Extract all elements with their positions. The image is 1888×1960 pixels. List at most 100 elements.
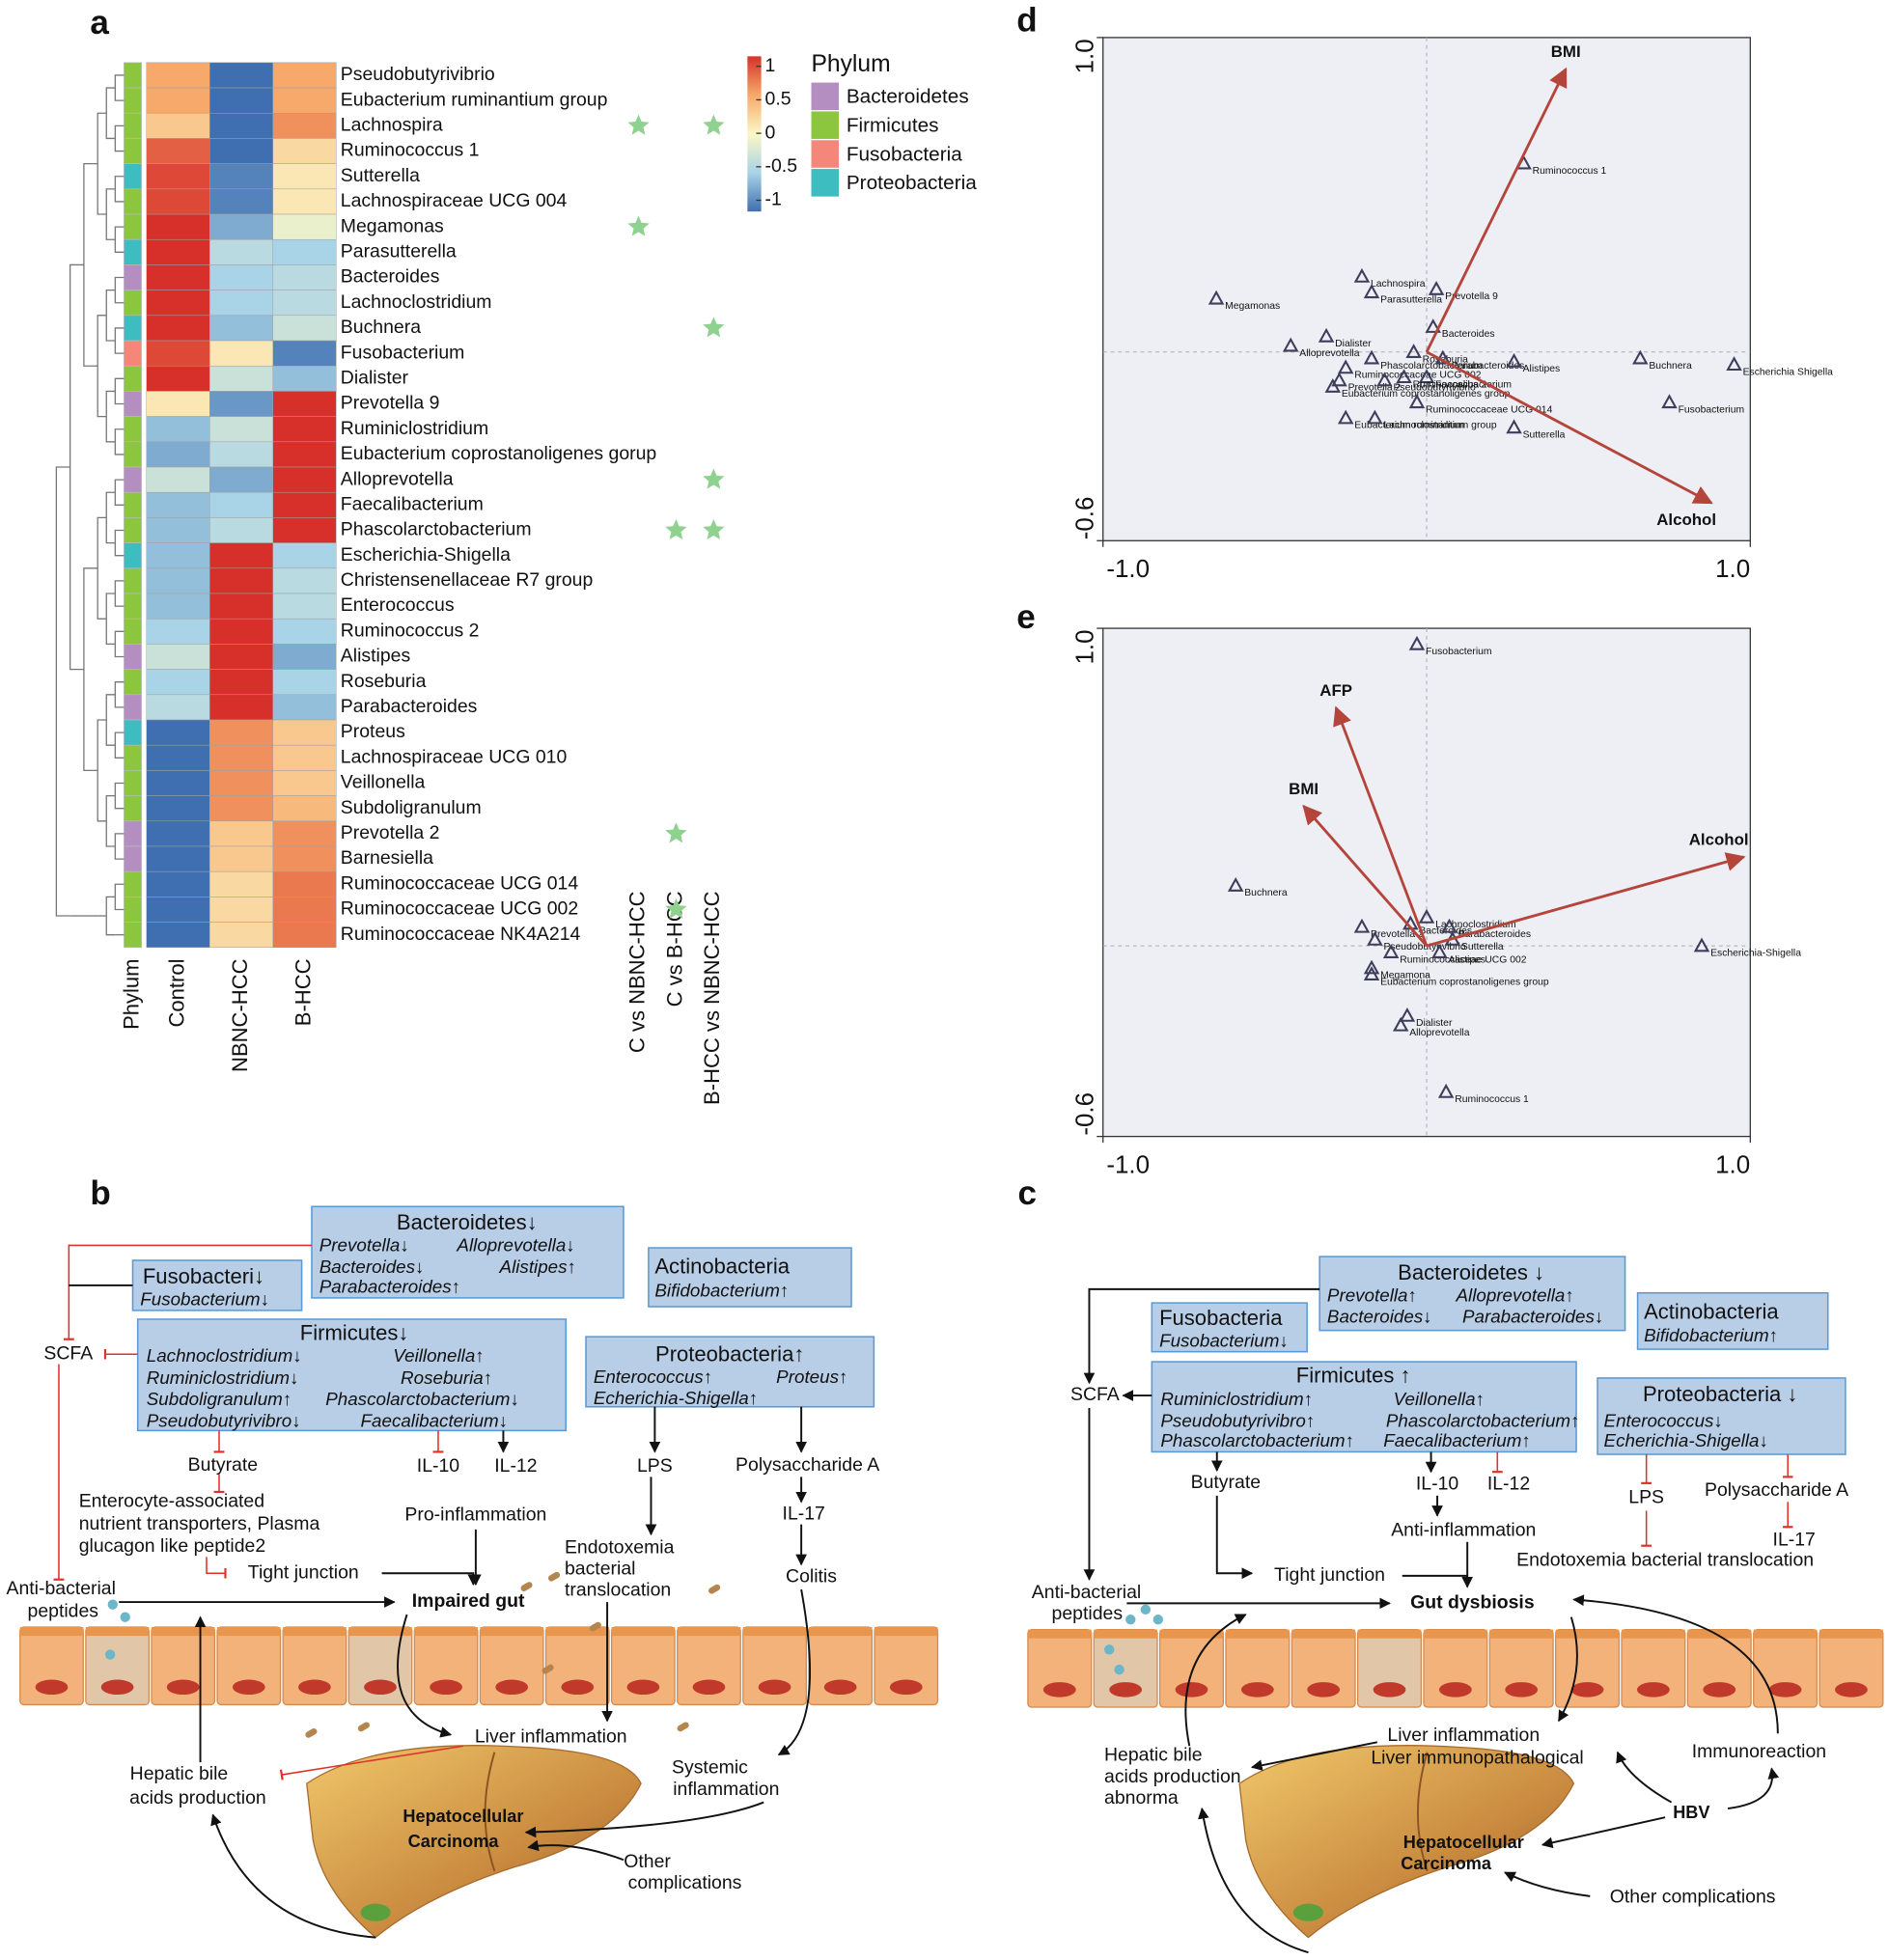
heatmap-cell [209, 365, 274, 392]
arrow [279, 1745, 464, 1781]
point-label: Faecalibacterium [1435, 379, 1512, 390]
brush-border [480, 1627, 543, 1637]
brush-border [1555, 1629, 1620, 1639]
heatmap-cell [146, 188, 210, 215]
diagram-text: Immunoreaction [1692, 1741, 1826, 1762]
diagram-text: Hepatocellular [403, 1807, 523, 1826]
row-label: Alloprevotella [341, 468, 454, 489]
bacterium [305, 1727, 318, 1738]
bacterium [520, 1582, 533, 1591]
peptide-dot [1104, 1644, 1115, 1655]
taxon-item: Phascolarctobacterium↑ [1160, 1430, 1354, 1450]
brush-border [85, 1627, 150, 1637]
dendrogram-line [114, 580, 125, 607]
legend-swatch [811, 140, 840, 168]
row-label: Proteus [341, 721, 405, 742]
nucleus [1373, 1682, 1406, 1698]
legend-label: Proteobacteria [847, 172, 977, 194]
diagram-text: translocation [565, 1580, 671, 1601]
taxon-item: Pseudobutyrivibro↑ [1160, 1410, 1315, 1430]
heatmap-cell [272, 466, 337, 493]
heatmap-cell [209, 238, 274, 265]
heatmap-cell [146, 290, 210, 317]
heatmap-cell [272, 593, 337, 620]
brush-border [151, 1627, 215, 1637]
heatmap-cell [272, 365, 337, 392]
diagram-text: IL-17 [1773, 1530, 1816, 1551]
heatmap-cell [272, 618, 337, 645]
diagram-text: SCFA [1070, 1384, 1120, 1405]
diagram-text: Anti-bacterial [6, 1578, 115, 1599]
phylum-cell [124, 238, 142, 265]
brush-border [1622, 1629, 1685, 1639]
nucleus [166, 1679, 200, 1696]
phylum-cell [124, 669, 142, 696]
brush-border [545, 1627, 610, 1637]
heatmap-cell [272, 138, 337, 164]
row-label: Pseudobutyrivibrio [341, 64, 495, 85]
brush-border [875, 1627, 938, 1637]
taxon-item: Enterococcus↑ [594, 1366, 712, 1387]
diagram-text: glucagon like peptide2 [79, 1535, 265, 1557]
dendrogram-line [114, 428, 125, 455]
nucleus [298, 1679, 331, 1696]
point [1208, 290, 1225, 305]
vector-label: AFP [1319, 681, 1352, 700]
point [1353, 267, 1371, 283]
point [1363, 284, 1380, 299]
peptide-dot [1140, 1604, 1152, 1615]
liver [1238, 1745, 1575, 1939]
arrow [206, 1557, 227, 1579]
dendrogram-line [105, 289, 116, 342]
taxon-box [1151, 1361, 1577, 1453]
taxon-item: Prevotella↑ [1327, 1285, 1417, 1306]
heatmap-cell [272, 795, 337, 822]
point [1693, 937, 1710, 952]
significance-star [703, 518, 725, 539]
heatmap-cell [146, 922, 210, 949]
taxon-item: Veillonella↑ [1394, 1389, 1485, 1409]
heatmap-cell [146, 845, 210, 872]
dendrogram-line [114, 226, 125, 253]
brush-border [677, 1627, 741, 1637]
liver [306, 1745, 642, 1939]
heatmap-cell [209, 466, 274, 493]
dendrogram-line [83, 567, 98, 772]
point-label: Fusobacterium [1426, 647, 1492, 657]
phylum-cell [124, 517, 142, 543]
diagram-text: Polysaccharide A [1705, 1479, 1848, 1501]
taxon-item: Bifidobacterium↑ [654, 1280, 789, 1300]
point-label: Alistipes [1449, 954, 1486, 965]
heatmap-cell [146, 213, 210, 240]
heatmap-cell [146, 112, 210, 139]
peptide-dot [120, 1612, 130, 1622]
heatmap-cell [272, 163, 337, 190]
phylum-cell [124, 845, 142, 872]
point [1363, 966, 1380, 981]
diagram-text: peptides [28, 1601, 99, 1622]
point [1632, 349, 1649, 365]
nucleus [1505, 1682, 1539, 1698]
heatmap-cell [209, 213, 274, 240]
point [1431, 944, 1448, 958]
phylum-cell [124, 618, 142, 645]
heatmap-cell [272, 238, 337, 265]
row-label: Sutterella [341, 165, 420, 186]
point-label: Prevotella 9 [1445, 291, 1498, 302]
diagram-text: Gut dysbiosis [1410, 1592, 1535, 1614]
heatmap-cell [209, 542, 274, 569]
heatmap-cell [272, 87, 337, 114]
vector-label: Alcohol [1689, 831, 1749, 849]
point [1396, 369, 1412, 384]
brush-border [1819, 1629, 1883, 1639]
dendrogram-line [114, 630, 125, 658]
phylum-cell [124, 87, 142, 114]
phylum-cell [124, 416, 142, 443]
diagram-text: nutrient transporters, Plasma [79, 1513, 320, 1534]
heatmap-cell [272, 213, 337, 240]
row-label: Parabacteroides [341, 696, 478, 717]
nucleus [364, 1679, 397, 1696]
heatmap-cell [146, 391, 210, 417]
bacterium [589, 1621, 601, 1632]
